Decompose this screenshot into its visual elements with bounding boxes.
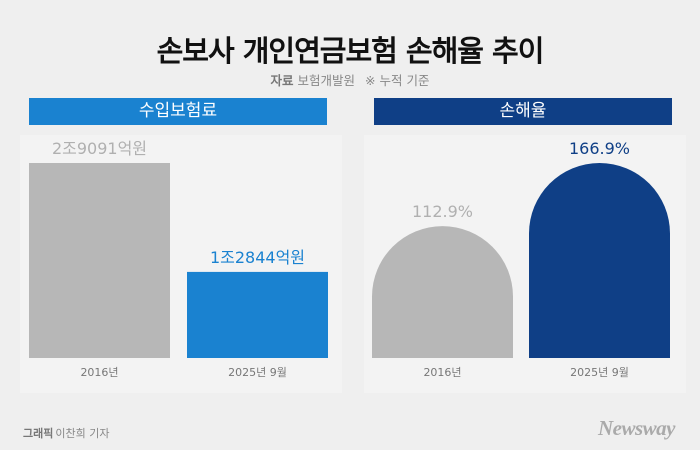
source-line: 자료 보험개발원 ※ 누적 기준 bbox=[0, 70, 700, 89]
loss-ratio-tick-label-0: 2016년 bbox=[423, 366, 461, 379]
source-note: ※ 누적 기준 bbox=[365, 73, 430, 88]
source-label: 자료 bbox=[270, 73, 294, 88]
panel-header-premium: 수입보험료 bbox=[29, 98, 327, 125]
credit: 그래픽 이찬희 기자 bbox=[23, 425, 109, 441]
loss-ratio-data-label-0: 112.9% bbox=[412, 202, 473, 221]
premium-tick-label-0: 2016년 bbox=[80, 366, 118, 379]
loss-ratio-data-label-1: 166.9% bbox=[569, 139, 630, 158]
loss-ratio-bar-1 bbox=[529, 162, 670, 358]
premium-tick-label-1: 2025년 9월 bbox=[228, 366, 287, 379]
premium-bar-0 bbox=[29, 163, 170, 358]
premium-bar-1 bbox=[187, 271, 328, 358]
premium-data-label-0: 2조9091억원 bbox=[52, 139, 147, 158]
chart-title: 손보사 개인연금보험 손해율 추이 bbox=[156, 34, 545, 68]
panel-header-loss-ratio: 손해율 bbox=[374, 98, 672, 125]
newsway-logo: Newsway bbox=[598, 416, 676, 440]
premium-data-label-1: 1조2844억원 bbox=[210, 248, 305, 267]
credit-label: 그래픽 bbox=[23, 427, 54, 440]
loss-ratio-tick-label-1: 2025년 9월 bbox=[570, 366, 629, 379]
source-org: 보험개발원 bbox=[297, 73, 356, 88]
credit-author: 이찬희 기자 bbox=[55, 427, 110, 440]
loss-ratio-bar-0 bbox=[372, 226, 513, 358]
